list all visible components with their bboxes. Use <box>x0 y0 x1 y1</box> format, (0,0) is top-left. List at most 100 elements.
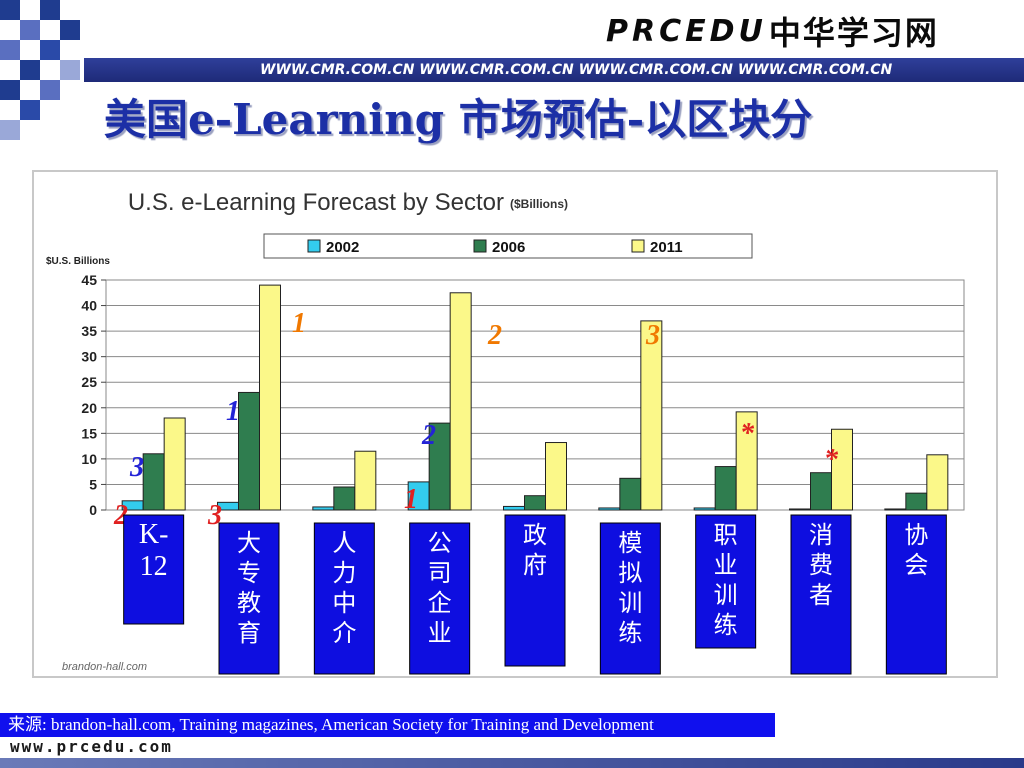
bar <box>598 507 621 511</box>
category-label: K- <box>139 519 169 550</box>
category-label: 公 <box>428 529 452 557</box>
site-logo[interactable]: PRCEDU 中华学习网 <box>606 6 939 56</box>
legend-label: 2006 <box>492 239 525 256</box>
category-label: 协 <box>904 521 928 549</box>
bar <box>524 495 546 511</box>
bar <box>259 284 281 511</box>
bar <box>693 507 716 511</box>
category-label: 消 <box>809 521 833 549</box>
category-label: 司 <box>428 559 452 587</box>
category-label: 练 <box>618 619 642 647</box>
category-label: 教 <box>237 589 261 617</box>
chart-frame: U.S. e-Learning Forecast by Sector ($Bil… <box>32 170 998 678</box>
category-label: 业 <box>714 551 738 579</box>
chart-watermark: brandon-hall.com <box>62 661 147 673</box>
annotation-label: 2 <box>487 320 502 351</box>
category-label-box <box>123 514 185 625</box>
bar <box>142 453 165 511</box>
category-label: 职 <box>714 521 738 549</box>
legend-swatch <box>307 239 321 253</box>
annotation-label: * <box>740 418 755 449</box>
category-label-box <box>218 522 280 675</box>
legend-label: 2011 <box>650 239 683 256</box>
y-tick-label: 25 <box>81 374 97 390</box>
bar <box>810 472 832 511</box>
annotation-label: 2 <box>421 420 436 451</box>
y-tick-label: 10 <box>81 451 97 467</box>
chart-title: U.S. e-Learning Forecast by Sector <box>128 189 504 216</box>
y-tick-label: 45 <box>81 272 97 288</box>
category-label: 训 <box>714 581 738 609</box>
bar <box>905 492 928 511</box>
logo-latin: PRCEDU <box>606 13 767 49</box>
legend-swatch <box>631 239 645 253</box>
bar <box>163 417 186 511</box>
category-label: 府 <box>523 551 547 579</box>
category-label: 拟 <box>618 559 642 587</box>
bar <box>545 442 567 511</box>
category-label-box <box>409 522 471 675</box>
category-label: 训 <box>618 589 642 617</box>
bar <box>884 508 907 511</box>
y-tick-label: 35 <box>81 323 97 339</box>
annotation-label: 3 <box>645 320 660 351</box>
y-tick-label: 15 <box>81 425 97 441</box>
category-label: 12 <box>140 551 168 582</box>
source-note: 来源: brandon-hall.com, Training magazines… <box>0 713 775 737</box>
page-title: 美国e-Learning 市场预估-以区块分 <box>104 95 813 144</box>
category-label: 模 <box>618 529 642 557</box>
legend-swatch <box>473 239 487 253</box>
bar <box>333 486 356 511</box>
y-tick-label: 0 <box>89 502 97 518</box>
category-label: 业 <box>428 619 452 647</box>
category-label: 者 <box>809 581 833 609</box>
category-label-box <box>885 514 947 675</box>
bar <box>789 508 811 511</box>
y-tick-label: 5 <box>89 476 97 492</box>
category-label: 大 <box>237 529 261 557</box>
category-label: 专 <box>237 559 261 587</box>
annotation-label: 3 <box>129 452 144 483</box>
annotation-label: 3 <box>207 500 222 531</box>
category-label: 人 <box>332 529 356 557</box>
bar <box>735 411 758 511</box>
category-label-box <box>313 522 375 675</box>
y-axis-label: $U.S. Billions <box>46 256 110 267</box>
annotation-label: 1 <box>226 396 240 427</box>
bar <box>640 320 663 511</box>
bar <box>238 391 260 511</box>
category-label: 力 <box>332 559 356 587</box>
bar <box>714 466 737 511</box>
category-label-box <box>504 514 566 667</box>
logo-cn: 中华学习网 <box>768 14 939 52</box>
category-label: 政 <box>523 521 547 549</box>
annotation-label: * <box>824 444 839 475</box>
annotation-label: 1 <box>404 484 418 515</box>
footer-url[interactable]: www.prcedu.com <box>10 737 173 756</box>
bar <box>619 477 642 511</box>
annotation-label: 1 <box>292 308 306 339</box>
category-label-box <box>599 522 661 675</box>
footer-bar <box>0 758 1024 768</box>
category-label: 会 <box>904 551 928 579</box>
category-label: 练 <box>714 611 738 639</box>
chart-legend <box>263 233 753 259</box>
stripe-text: WWW.CMR.COM.CN WWW.CMR.COM.CN WWW.CMR.CO… <box>260 62 893 78</box>
category-label-box <box>790 514 852 675</box>
bar <box>312 506 335 511</box>
bar <box>831 428 853 511</box>
bar <box>449 292 472 511</box>
url-stripe: WWW.CMR.COM.CN WWW.CMR.COM.CN WWW.CMR.CO… <box>84 58 1024 82</box>
category-label: 介 <box>332 619 356 647</box>
y-tick-label: 40 <box>81 298 97 314</box>
y-tick-label: 20 <box>81 400 97 416</box>
bar <box>926 454 949 511</box>
bar <box>354 450 377 511</box>
category-label: 企 <box>428 589 452 617</box>
category-label: 育 <box>237 619 261 647</box>
category-label-box <box>695 514 757 649</box>
bar-chart: U.S. e-Learning Forecast by Sector ($Bil… <box>46 189 965 675</box>
category-label: 费 <box>809 551 833 579</box>
bar <box>503 505 525 511</box>
checker-pattern <box>0 0 80 140</box>
